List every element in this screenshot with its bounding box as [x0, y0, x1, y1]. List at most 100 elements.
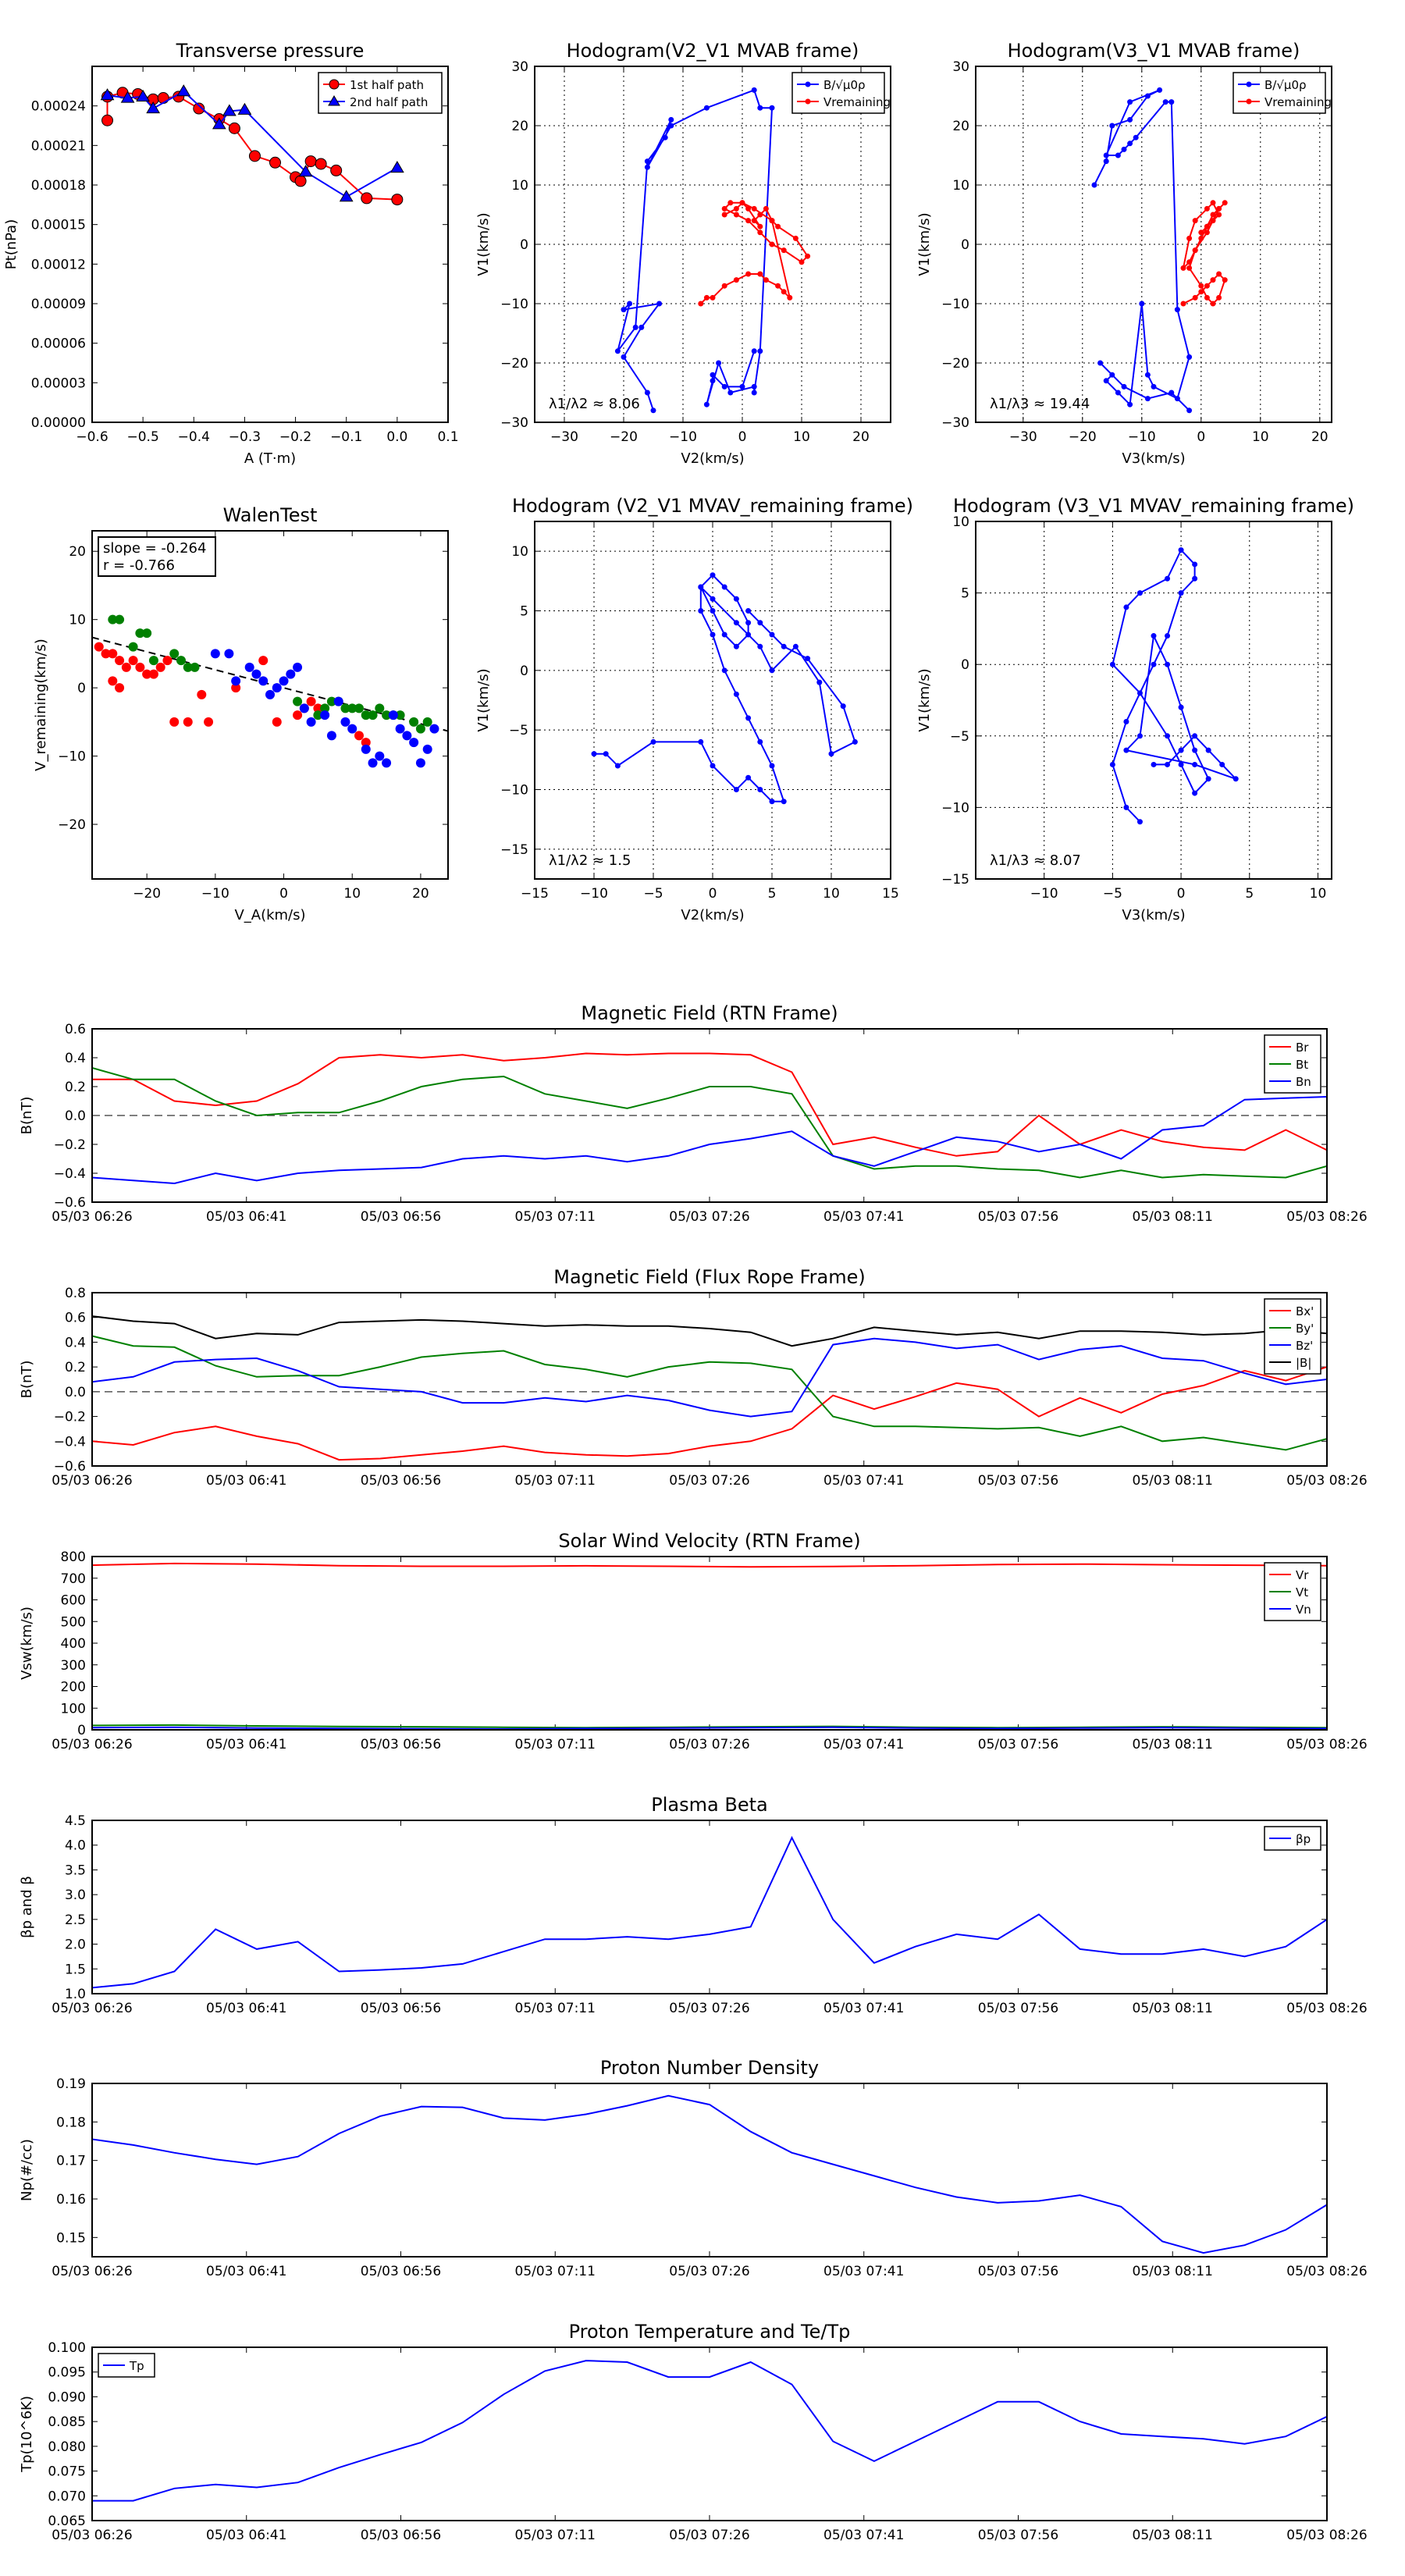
data-point [1103, 152, 1109, 158]
y-tick-label: 0.0 [65, 1108, 86, 1124]
plot-area [1091, 87, 1228, 414]
x-tick-label: 20 [1311, 429, 1329, 445]
x-axis-label: V3(km/s) [1122, 450, 1185, 467]
y-axis-label: B(nT) [19, 1361, 35, 1399]
data-point [115, 683, 125, 693]
data-point [1216, 212, 1222, 218]
data-point [716, 360, 722, 366]
data-point [1151, 661, 1157, 667]
y-tick-label: 10 [69, 613, 86, 628]
y-tick-label: −0.2 [54, 1137, 86, 1153]
plot-area [92, 1562, 1327, 1730]
data-point [703, 294, 710, 301]
data-point [1174, 396, 1180, 402]
chart-title: Magnetic Field (Flux Rope Frame) [553, 1266, 865, 1288]
data-point [148, 656, 158, 666]
data-point [698, 584, 704, 590]
y-tick-label: 400 [61, 1636, 86, 1652]
data-point [745, 620, 752, 626]
legend-label: By' [1296, 1322, 1314, 1336]
data-point [1186, 259, 1193, 265]
data-point [210, 649, 220, 659]
y-tick-label: 0.00021 [31, 138, 86, 154]
data-point [1192, 247, 1198, 254]
data-point [222, 104, 237, 116]
x-tick-label: −10 [1128, 429, 1156, 445]
y-tick-label: 0.6 [65, 1022, 86, 1037]
annotation: λ1/λ2 ≈ 8.06 [549, 396, 640, 412]
data-point [1198, 229, 1204, 236]
x-tick-label: 5 [1245, 886, 1254, 902]
series-line-2 [700, 201, 809, 304]
y-tick-label: 0 [77, 681, 86, 696]
data-point [121, 662, 131, 672]
data-point [1121, 146, 1127, 152]
chart-title: Hodogram(V3_V1 MVAB frame) [1008, 40, 1300, 62]
legend-label: B/√μ0ρ [1264, 78, 1307, 92]
data-point [662, 134, 668, 141]
data-point [183, 717, 193, 727]
data-point [1178, 590, 1184, 596]
data-point [792, 235, 799, 241]
data-point [816, 679, 823, 685]
y-tick-label: −10 [941, 297, 969, 312]
y-tick-label: 30 [511, 59, 528, 75]
y-tick-label: 4.5 [65, 1813, 86, 1829]
data-point [391, 194, 404, 206]
legend-marker [1246, 98, 1252, 105]
plot-area [614, 87, 811, 414]
data-point [745, 271, 752, 277]
x-tick-label: −0.4 [178, 429, 210, 445]
y-tick-label: 0.00000 [31, 415, 86, 431]
data-point [136, 89, 151, 101]
data-point [757, 212, 763, 218]
data-point [614, 348, 621, 354]
x-tick-label: 05/03 08:26 [1286, 1737, 1367, 1752]
x-axis-label: V2(km/s) [681, 907, 744, 923]
data-point [721, 212, 727, 218]
data-point [727, 390, 734, 396]
y-tick-label: 0.4 [65, 1335, 86, 1350]
series-line-1 [92, 1366, 1327, 1461]
data-point [733, 643, 739, 649]
legend: Tp [98, 2353, 155, 2378]
chart-3: Hodogram(V3_V1 MVAB frame) −30 −20 −10 0 10 20… [916, 40, 1332, 467]
data-point [1097, 360, 1104, 366]
data-point [382, 758, 392, 768]
x-tick-label: 05/03 07:26 [669, 2264, 749, 2279]
data-point [258, 676, 269, 686]
x-tick-label: 0 [1177, 886, 1186, 902]
data-point [146, 101, 161, 114]
annotation: λ1/λ2 ≈ 1.5 [549, 852, 631, 869]
data-point [1103, 378, 1109, 384]
data-point [269, 156, 282, 169]
data-point [638, 324, 645, 330]
y-tick-label: −0.2 [54, 1410, 86, 1425]
series-line-2 [92, 1067, 1327, 1179]
x-tick-label: 05/03 06:26 [52, 1473, 132, 1489]
x-tick-label: 05/03 07:41 [823, 2264, 904, 2279]
data-point [340, 717, 350, 727]
data-point [298, 165, 313, 177]
data-point [710, 572, 716, 578]
x-tick-label: −30 [550, 429, 578, 445]
data-point [375, 703, 385, 713]
data-point [763, 277, 769, 283]
data-point [409, 717, 419, 727]
data-point [644, 164, 650, 170]
data-point [1136, 819, 1143, 825]
data-point [698, 608, 704, 614]
x-tick-label: 05/03 06:56 [361, 1473, 441, 1489]
data-point [650, 407, 656, 414]
x-tick-label: 05/03 06:56 [361, 1737, 441, 1752]
data-point [354, 731, 364, 741]
x-tick-label: −10 [201, 886, 229, 902]
data-point [710, 378, 716, 384]
data-point [763, 205, 769, 212]
data-point [627, 301, 633, 307]
data-point [231, 683, 241, 693]
data-point [1151, 761, 1157, 767]
chart-title: Hodogram (V3_V1 MVAV_remaining frame) [953, 495, 1354, 517]
y-tick-label: −15 [500, 842, 528, 858]
x-tick-label: 05/03 07:56 [978, 1737, 1058, 1752]
